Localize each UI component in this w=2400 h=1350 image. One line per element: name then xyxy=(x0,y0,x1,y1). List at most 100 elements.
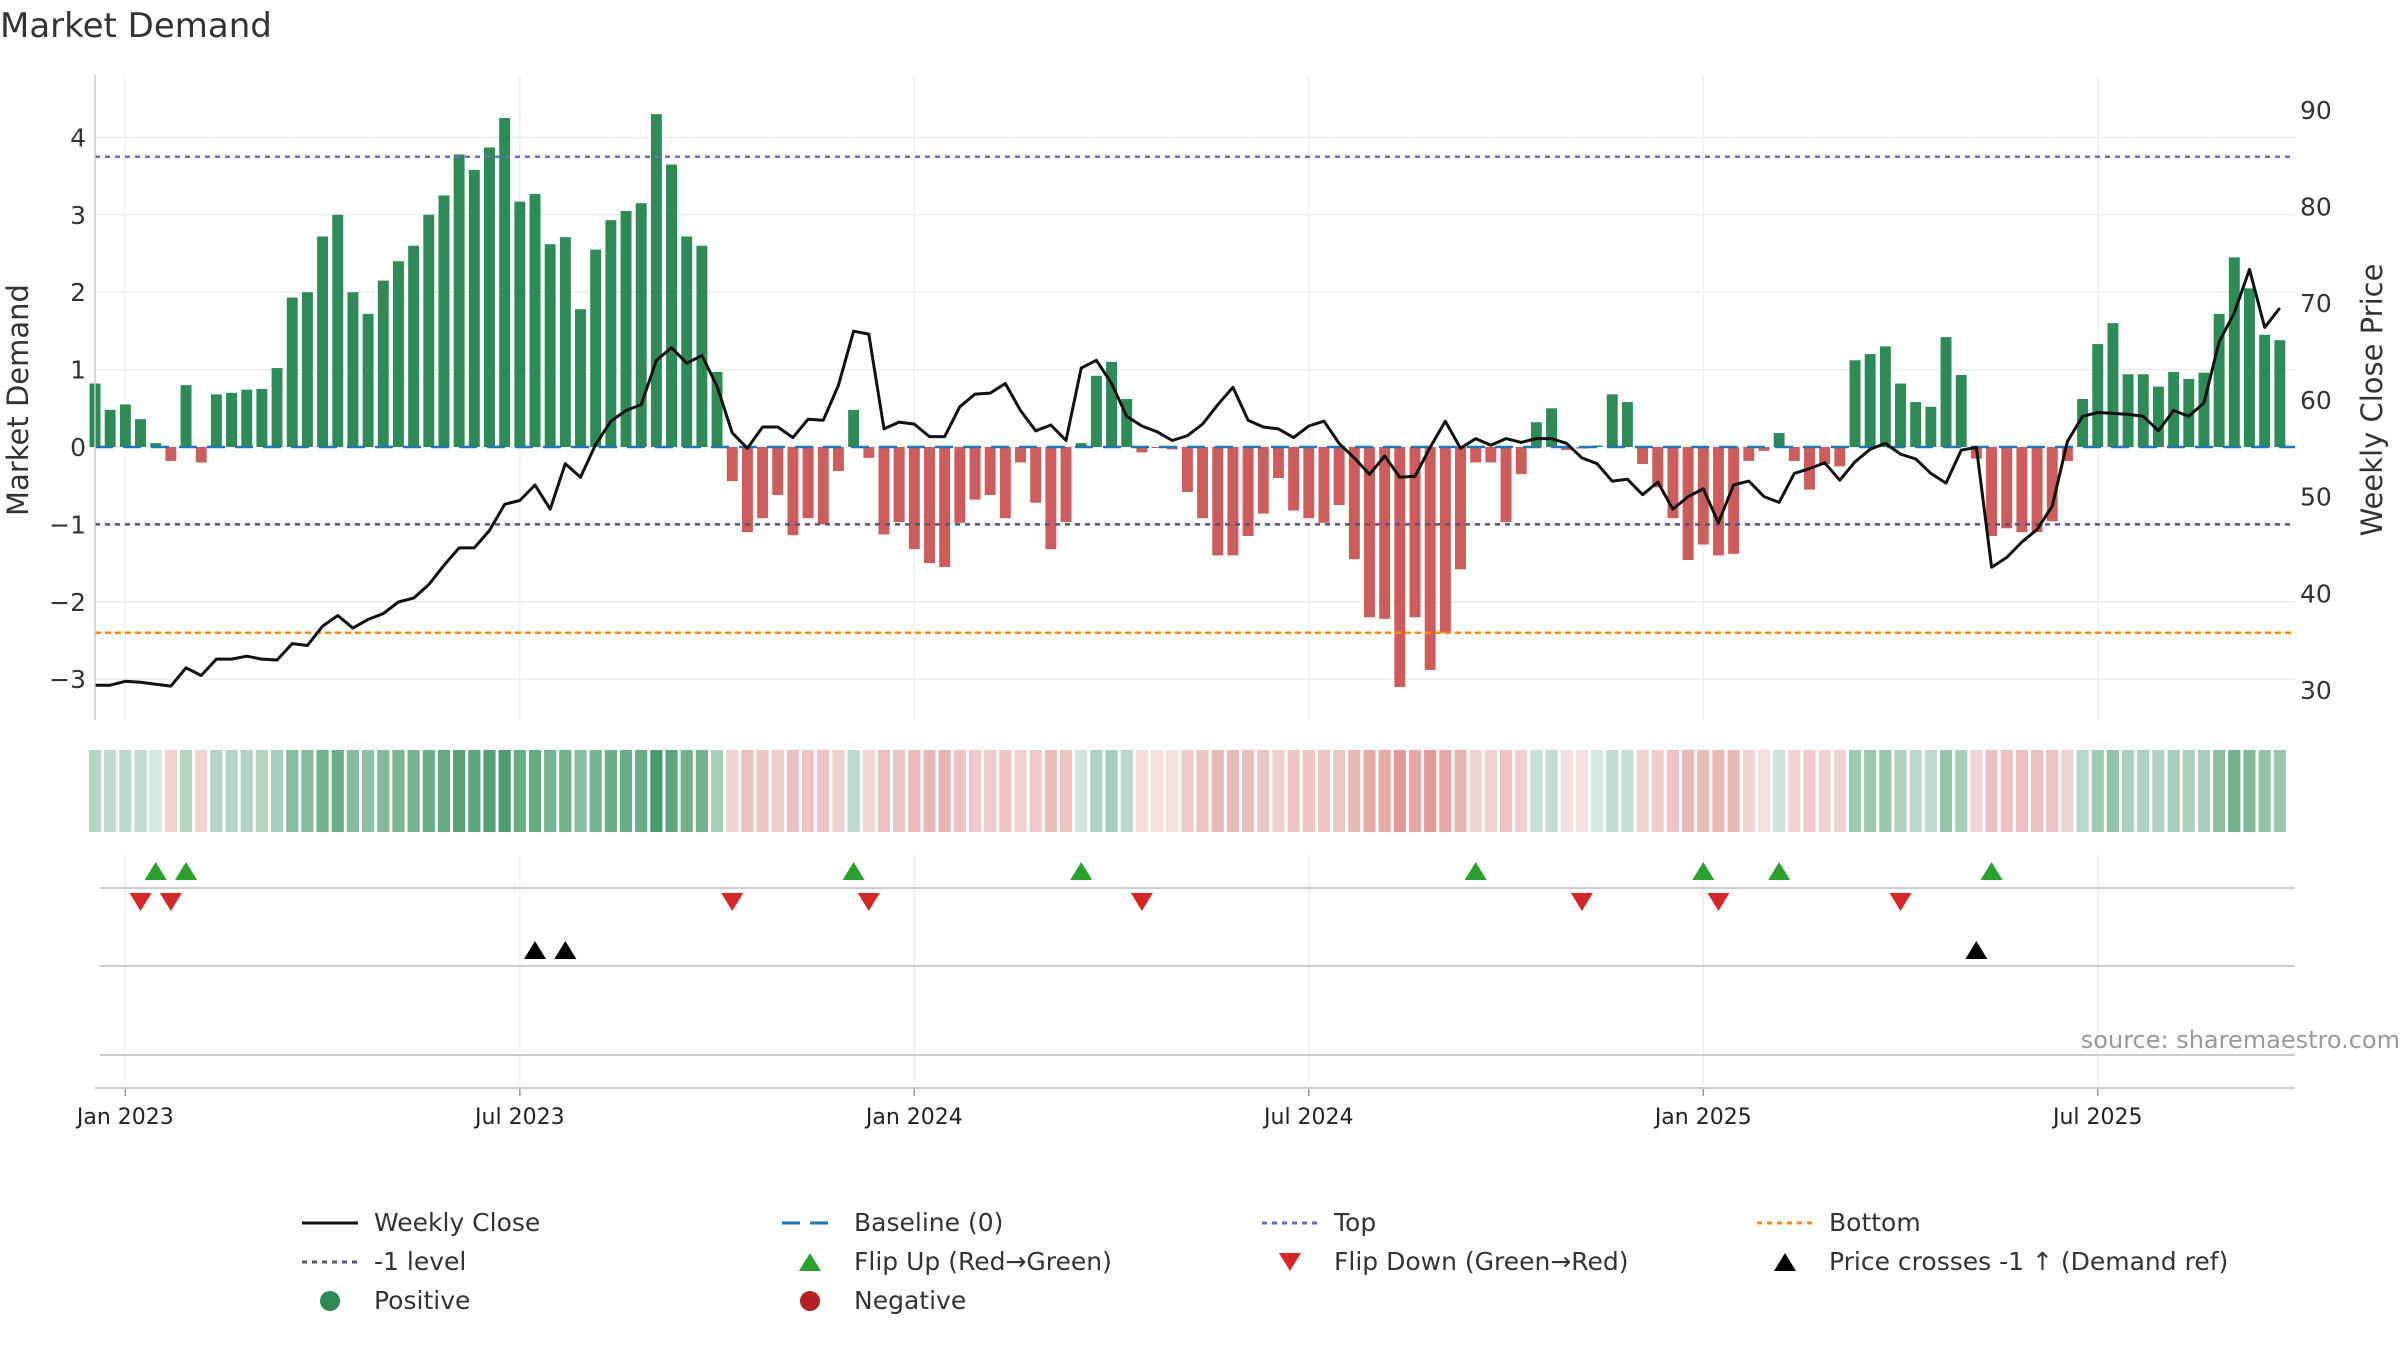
demand-bar-negative xyxy=(726,447,738,482)
strip-cell xyxy=(1105,750,1118,832)
demand-bar-negative xyxy=(1561,447,1573,451)
strip-cell xyxy=(968,750,982,832)
flip-up-marker xyxy=(1980,862,2003,880)
demand-bar-positive xyxy=(423,214,435,447)
x-tick-label: Jan 2024 xyxy=(864,1105,963,1130)
strip-cell xyxy=(847,750,860,832)
legend-item-minus-one: -1 level xyxy=(300,1247,466,1276)
flip-down-marker xyxy=(721,893,744,911)
legend-label: -1 level xyxy=(374,1247,467,1276)
legend-symbol xyxy=(800,1290,820,1311)
legend-label: Negative xyxy=(854,1286,967,1315)
strip-cell xyxy=(1788,750,1801,832)
y-tick-label: 0 xyxy=(70,433,86,462)
demand-bar-positive xyxy=(1910,402,1922,447)
legend-item-flip-down: Flip Down (Green→Red) xyxy=(1260,1247,1629,1276)
strip-cell xyxy=(1166,750,1179,832)
demand-intensity-strip xyxy=(88,750,2286,832)
demand-bar-positive xyxy=(544,244,556,447)
strip-cell xyxy=(1682,750,1695,832)
legend-label: Flip Down (Green→Red) xyxy=(1334,1247,1629,1276)
demand-bar-negative xyxy=(984,447,996,495)
flip-up-marker xyxy=(1768,862,1791,880)
demand-bar-negative xyxy=(832,447,844,471)
y-tick-label: 1 xyxy=(70,356,86,385)
demand-bar-positive xyxy=(635,203,647,447)
strip-cell xyxy=(225,750,238,832)
demand-bar-positive xyxy=(256,388,268,447)
strip-cell xyxy=(2152,750,2165,832)
demand-bar-negative xyxy=(1060,447,1072,523)
y-tick-label: 4 xyxy=(70,123,86,152)
demand-bar-negative xyxy=(2061,447,2073,461)
demand-bar-positive xyxy=(1075,443,1087,447)
strip-cell xyxy=(1075,750,1088,832)
strip-cell xyxy=(316,750,329,832)
demand-bar-positive xyxy=(1925,406,1937,447)
legend-item-positive: Positive xyxy=(300,1286,470,1315)
demand-bar-positive xyxy=(104,409,116,447)
demand-bar-positive xyxy=(514,201,526,447)
demand-bar-negative xyxy=(1288,447,1300,511)
demand-bar-positive xyxy=(180,385,192,447)
strip-cell xyxy=(149,750,162,832)
strip-cell xyxy=(104,750,117,832)
strip-cell xyxy=(1196,750,1209,832)
axes: 4 3 2 1 0 −1 −2 −3 90 80 70 60 50 40 30 Jan 2023 Jul 202… xyxy=(49,75,2332,1130)
strip-cell xyxy=(1894,750,1907,832)
strip-cell xyxy=(1287,750,1300,832)
y-tick-label: 3 xyxy=(70,201,86,230)
demand-bar-negative xyxy=(863,447,875,458)
strip-cell xyxy=(1970,750,1983,832)
strip-cell xyxy=(999,750,1012,832)
strip-cell xyxy=(2137,750,2150,832)
flip-up-marker xyxy=(144,862,167,880)
y2-tick-label: 50 xyxy=(2300,483,2332,512)
strip-cell xyxy=(2182,750,2195,832)
strip-cell xyxy=(1226,750,1240,832)
demand-bar-positive xyxy=(590,249,602,447)
demand-bar-positive xyxy=(438,195,450,447)
strip-cell xyxy=(498,750,511,832)
strip-cell xyxy=(1059,750,1073,832)
strip-cell xyxy=(1150,750,1164,832)
demand-bar-positive xyxy=(392,261,404,447)
demand-bar-negative xyxy=(1227,447,1239,556)
strip-cell xyxy=(771,750,784,832)
demand-bar-negative xyxy=(1242,447,1254,537)
strip-cell xyxy=(362,750,375,832)
strip-cell xyxy=(665,750,678,832)
demand-bar-negative xyxy=(1257,447,1269,514)
strip-cell xyxy=(1742,750,1755,832)
demand-bar-negative xyxy=(1151,447,1163,448)
legend-label: Flip Up (Red→Green) xyxy=(854,1247,1112,1276)
demand-bar-negative xyxy=(1333,447,1345,506)
strip-cell xyxy=(2106,750,2120,832)
demand-bar-negative xyxy=(1212,447,1224,556)
demand-bar-positive xyxy=(1849,360,1861,447)
strip-cell xyxy=(1864,750,1877,832)
legend-item-negative-legend: Negative xyxy=(780,1286,966,1315)
strip-cell xyxy=(437,750,451,832)
strip-cell xyxy=(528,750,542,832)
demand-bar-positive xyxy=(2122,374,2134,447)
strip-cell xyxy=(2243,750,2256,832)
demand-bar-negative xyxy=(165,447,177,461)
demand-bar-positive xyxy=(650,114,662,448)
y2-axis-label: Weekly Close Price xyxy=(2355,264,2389,537)
flip-up-marker xyxy=(175,862,198,880)
strip-cell xyxy=(164,750,177,832)
strip-cell xyxy=(650,750,663,832)
strip-cell xyxy=(1697,750,1710,832)
strip-cell xyxy=(2197,750,2211,832)
demand-bar-positive xyxy=(2152,386,2164,447)
strip-cell xyxy=(1454,750,1467,832)
demand-bar-positive xyxy=(226,392,238,447)
demand-bar-positive xyxy=(1606,394,1618,447)
demand-bar-negative xyxy=(954,447,966,523)
y2-tick-label: 40 xyxy=(2300,579,2332,608)
y-tick-label: −3 xyxy=(49,665,86,694)
strip-cell xyxy=(1317,750,1331,832)
demand-bar-positive xyxy=(711,371,723,447)
